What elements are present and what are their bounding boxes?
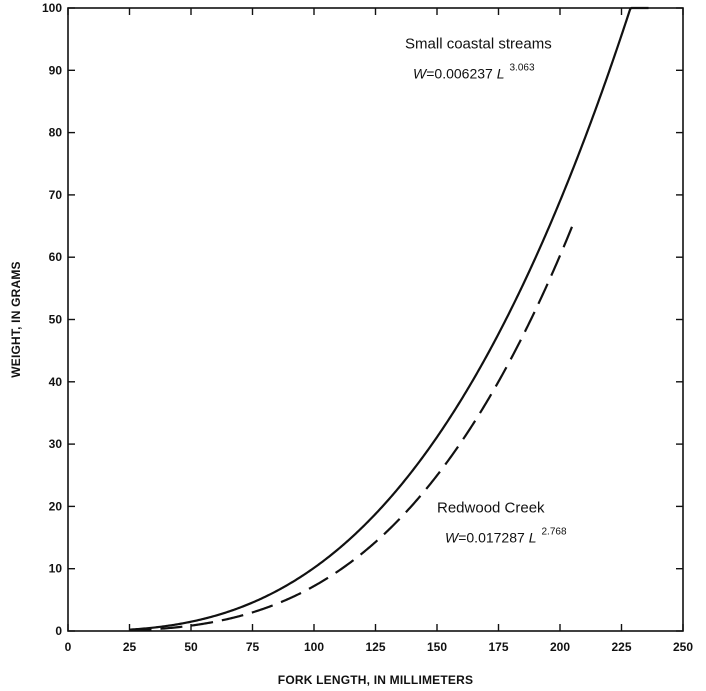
y-tick-label: 0 xyxy=(55,624,62,638)
x-tick-label: 250 xyxy=(673,640,693,654)
annotation-equation: W=0.017287 L 2.768 xyxy=(445,527,567,546)
equation-coefficient: =0.006237 xyxy=(426,65,496,81)
x-tick-label: 125 xyxy=(365,640,385,654)
equation-exponent: 2.768 xyxy=(541,527,566,538)
equation-weight-symbol: W xyxy=(445,530,460,546)
y-tick-label: 30 xyxy=(49,437,63,451)
x-tick-label: 0 xyxy=(65,640,72,654)
y-tick-label: 20 xyxy=(49,499,63,513)
plot-frame xyxy=(67,7,684,632)
x-axis-title: FORK LENGTH, IN MILLIMETERS xyxy=(278,673,473,687)
x-tick-label: 200 xyxy=(550,640,570,654)
annotation-equation: W=0.006237 L 3.063 xyxy=(413,62,535,81)
equation-exponent: 3.063 xyxy=(510,62,535,73)
series-lines xyxy=(129,6,649,632)
equation-length-symbol: L xyxy=(529,530,537,546)
y-tick-label: 70 xyxy=(49,188,63,202)
x-tick-label: 225 xyxy=(611,640,631,654)
x-tick-label: 100 xyxy=(304,640,324,654)
y-tick-label: 80 xyxy=(49,126,63,140)
x-tick-label: 75 xyxy=(246,640,260,654)
y-tick-label: 40 xyxy=(49,375,63,389)
x-tick-label: 150 xyxy=(427,640,447,654)
equation-coefficient: =0.017287 xyxy=(458,530,528,546)
x-tick-label: 50 xyxy=(184,640,198,654)
x-tick-label: 25 xyxy=(123,640,137,654)
equation-weight-symbol: W xyxy=(413,65,428,81)
y-tick-label: 50 xyxy=(49,313,63,327)
x-tick-label: 175 xyxy=(488,640,508,654)
y-tick-label: 100 xyxy=(42,1,62,15)
equation-length-symbol: L xyxy=(497,65,505,81)
annotation-series-name: Small coastal streams xyxy=(405,35,552,52)
y-tick-label: 10 xyxy=(49,562,63,576)
y-axis-title: WEIGHT, IN GRAMS xyxy=(9,261,23,378)
series-line-small-coastal-streams xyxy=(129,219,576,632)
series-line-redwood-creek xyxy=(129,6,649,631)
y-tick-label: 90 xyxy=(49,63,63,77)
axes: 0 25 50 75 100 125 150 175 200 225 250 0 10 20 30 40 50 6… xyxy=(42,1,693,654)
annotation-series-name: Redwood Creek xyxy=(437,500,545,517)
y-tick-label: 60 xyxy=(49,250,63,264)
